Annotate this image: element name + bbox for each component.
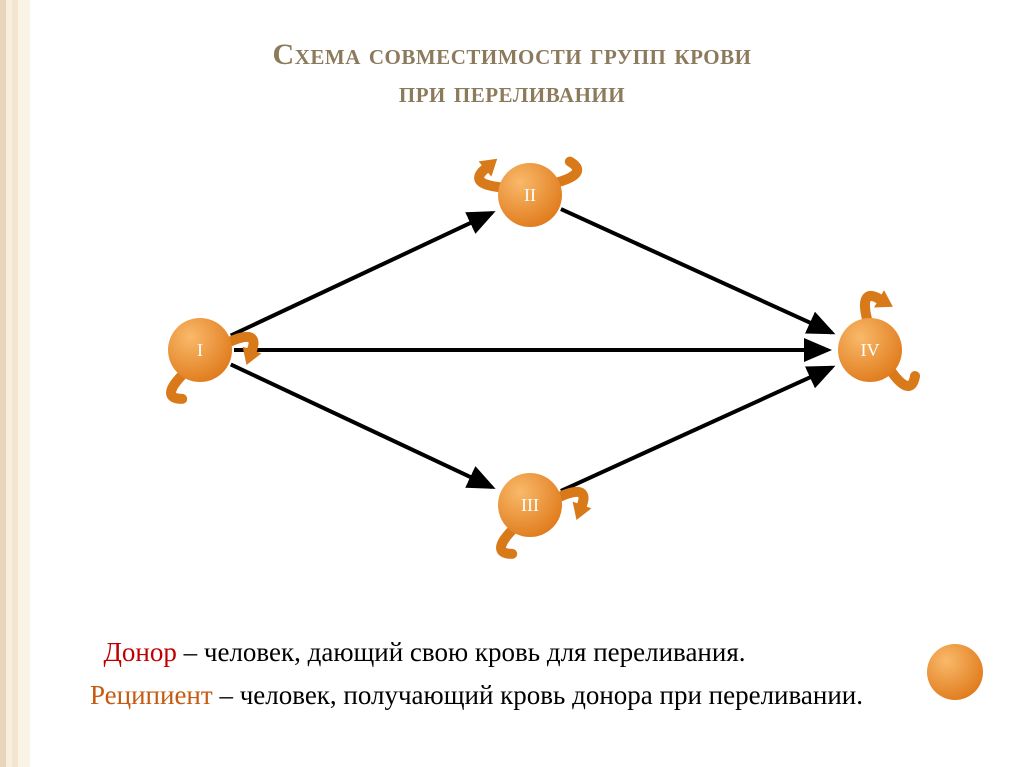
self-loops-group xyxy=(171,159,915,554)
title-line2: при переливании xyxy=(399,76,625,109)
node-I xyxy=(168,318,232,382)
edge-II-IV xyxy=(561,209,832,332)
node-label-III: III xyxy=(521,495,539,515)
title-line1: Схема совместимости групп крови xyxy=(273,38,752,71)
node-IV xyxy=(838,318,902,382)
node-label-IV: IV xyxy=(861,340,880,360)
self-loop-III xyxy=(501,492,584,554)
node-label-II: II xyxy=(524,185,536,205)
self-loop-IV xyxy=(865,296,915,386)
edges-group xyxy=(231,209,832,491)
recipient-text: – человек, получающий кровь донора при п… xyxy=(213,680,863,710)
edge-I-III xyxy=(231,364,492,487)
edge-III-IV xyxy=(561,367,832,490)
donor-term: Донор xyxy=(104,637,177,667)
definitions-block: Донор – человек, дающий свою кровь для п… xyxy=(90,634,964,719)
recipient-term: Реципиент xyxy=(90,680,213,710)
donor-definition: Донор – человек, дающий свою кровь для п… xyxy=(90,634,964,670)
self-loop-I xyxy=(171,337,254,399)
self-loop-arrowhead-I xyxy=(243,347,262,365)
node-II xyxy=(498,163,562,227)
page-title: Схема совместимости групп крови при пере… xyxy=(0,0,1024,111)
edge-I-II xyxy=(231,213,492,336)
nodes-group: IIIIIIIV xyxy=(168,163,983,700)
self-loop-arrowhead-IV xyxy=(874,290,893,307)
node-label-I: I xyxy=(197,340,203,360)
self-loop-arrowhead-II xyxy=(479,159,498,177)
node-III xyxy=(498,473,562,537)
left-accent-bars xyxy=(0,0,30,767)
recipient-definition: Реципиент – человек, получающий кровь до… xyxy=(90,677,964,713)
self-loop-arrowhead-III xyxy=(573,502,592,520)
self-loop-II xyxy=(479,162,577,188)
donor-text: – человек, дающий свою кровь для перелив… xyxy=(177,637,746,667)
